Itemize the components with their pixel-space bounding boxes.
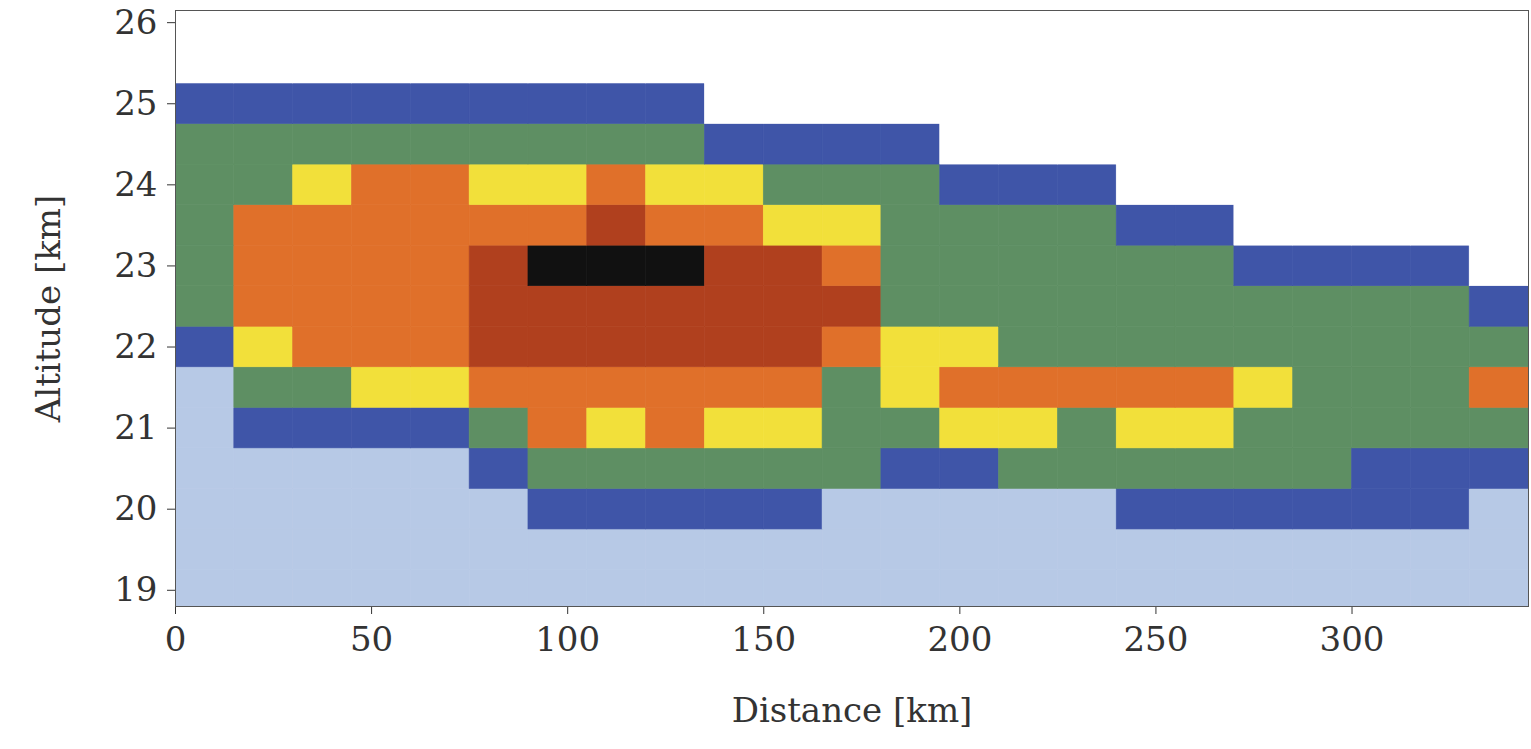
svg-text:200: 200 [927, 619, 992, 659]
svg-text:300: 300 [1320, 619, 1385, 659]
svg-text:24: 24 [114, 164, 157, 204]
svg-text:25: 25 [114, 83, 157, 123]
svg-text:0: 0 [165, 619, 187, 659]
svg-text:Distance [km]: Distance [km] [732, 690, 973, 730]
svg-text:150: 150 [731, 619, 796, 659]
svg-text:21: 21 [114, 407, 157, 447]
svg-text:250: 250 [1123, 619, 1188, 659]
svg-text:20: 20 [114, 488, 157, 528]
svg-text:23: 23 [114, 245, 157, 285]
svg-text:19: 19 [114, 569, 157, 609]
svg-text:Altitude [km]: Altitude [km] [28, 195, 68, 424]
svg-text:26: 26 [114, 2, 157, 42]
svg-text:100: 100 [535, 619, 600, 659]
svg-text:22: 22 [114, 326, 157, 366]
svg-text:50: 50 [350, 619, 393, 659]
